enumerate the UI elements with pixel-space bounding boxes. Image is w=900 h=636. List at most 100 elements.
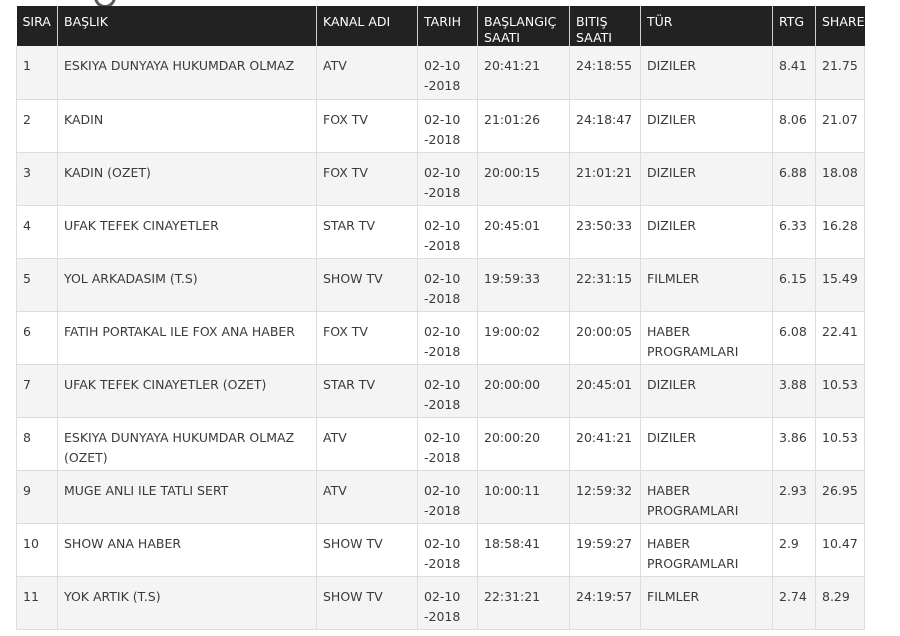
date-text: 02-10-2018	[424, 58, 461, 93]
cell-sira: 7	[16, 364, 58, 418]
table-row: 1 ESKIYA DUNYAYA HUKUMDAR OLMAZ ATV 02-10-2…	[16, 46, 865, 100]
cell-tur: DIZILER	[640, 46, 773, 100]
date-text: 02-10-2018	[424, 588, 461, 624]
cell-tur: DIZILER	[640, 205, 773, 259]
cell-tarih: 02-10-2018	[417, 470, 478, 524]
cell-tarih: 02-10-2018	[417, 364, 478, 418]
cell-share: 15.49	[815, 258, 865, 312]
cell-baslik: KADIN	[57, 99, 317, 153]
cell-sira: 1	[16, 46, 58, 100]
table-row: 11 YOK ARTIK (T.S) SHOW TV 02-10-2018 22:31:…	[16, 576, 865, 630]
cell-baslik: UFAK TEFEK CINAYETLER (OZET)	[57, 364, 317, 418]
table-row: 10 SHOW ANA HABER SHOW TV 02-10-2018 18:58:4…	[16, 523, 865, 577]
cell-kanal: STAR TV	[316, 205, 418, 259]
cell-baslangic: 10:00:11	[477, 470, 570, 524]
cell-tarih: 02-10-2018	[417, 417, 478, 471]
cell-bitis: 24:19:57	[569, 576, 641, 630]
cell-kanal: SHOW TV	[316, 523, 418, 577]
cell-rtg: 2.93	[772, 470, 816, 524]
cell-tur: DIZILER	[640, 364, 773, 418]
cell-baslik: ESKIYA DUNYAYA HUKUMDAR OLMAZ	[57, 46, 317, 100]
date-text: 02-10-2018	[424, 376, 461, 412]
header-rtg[interactable]: RTG	[772, 6, 816, 46]
cell-rtg: 3.86	[772, 417, 816, 471]
table-row: 7 UFAK TEFEK CINAYETLER (OZET) STAR TV 02-1…	[16, 364, 865, 418]
cell-sira: 11	[16, 576, 58, 630]
cell-baslangic: 20:00:15	[477, 152, 570, 206]
cell-baslangic: 21:01:26	[477, 99, 570, 153]
cell-bitis: 20:00:05	[569, 311, 641, 365]
cell-share: 16.28	[815, 205, 865, 259]
table-row: 2 KADIN FOX TV 02-10-2018 21:01:26 24:18:47 DI…	[16, 99, 865, 153]
cell-kanal: FOX TV	[316, 152, 418, 206]
cell-sira: 6	[16, 311, 58, 365]
cell-sira: 5	[16, 258, 58, 312]
date-text: 02-10-2018	[424, 323, 461, 359]
cell-tur: HABER PROGRAMLARI	[640, 311, 773, 365]
cell-sira: 8	[16, 417, 58, 471]
cell-baslik: ESKIYA DUNYAYA HUKUMDAR OLMAZ (OZET)	[57, 417, 317, 471]
cell-baslik: YOL ARKADASIM (T.S)	[57, 258, 317, 312]
cell-tur: DIZILER	[640, 152, 773, 206]
table-row: 3 KADIN (OZET) FOX TV 02-10-2018 20:00:15 21:…	[16, 152, 865, 206]
cell-tur: HABER PROGRAMLARI	[640, 470, 773, 524]
date-text: 02-10-2018	[424, 164, 461, 200]
cell-bitis: 12:59:32	[569, 470, 641, 524]
cell-baslik: SHOW ANA HABER	[57, 523, 317, 577]
cell-bitis: 20:45:01	[569, 364, 641, 418]
cell-tur: HABER PROGRAMLARI	[640, 523, 773, 577]
cell-bitis: 20:41:21	[569, 417, 641, 471]
cell-kanal: FOX TV	[316, 99, 418, 153]
header-share[interactable]: SHARE	[815, 6, 865, 46]
cell-baslik: UFAK TEFEK CINAYETLER	[57, 205, 317, 259]
cell-baslangic: 19:00:02	[477, 311, 570, 365]
cell-baslangic: 20:41:21	[477, 46, 570, 100]
cell-kanal: SHOW TV	[316, 258, 418, 312]
cell-rtg: 3.88	[772, 364, 816, 418]
cell-baslangic: 18:58:41	[477, 523, 570, 577]
cell-baslangic: 20:00:20	[477, 417, 570, 471]
cell-sira: 4	[16, 205, 58, 259]
cell-sira: 3	[16, 152, 58, 206]
cell-kanal: ATV	[316, 417, 418, 471]
table-row: 6 FATIH PORTAKAL ILE FOX ANA HABER FOX TV 0…	[16, 311, 865, 365]
cell-baslangic: 19:59:33	[477, 258, 570, 312]
header-baslangic[interactable]: BAŞLANGIÇ SAATI	[477, 6, 570, 46]
cell-tarih: 02-10-2018	[417, 311, 478, 365]
cell-bitis: 23:50:33	[569, 205, 641, 259]
cell-rtg: 6.08	[772, 311, 816, 365]
table-row: 9 MUGE ANLI ILE TATLI SERT ATV 02-10-2018 10…	[16, 470, 865, 524]
cell-sira: 2	[16, 99, 58, 153]
header-tarih[interactable]: TARIH	[417, 6, 478, 46]
cell-share: 21.75	[815, 46, 865, 100]
cell-kanal: FOX TV	[316, 311, 418, 365]
header-baslik[interactable]: BAŞLIK	[57, 6, 317, 46]
cell-bitis: 19:59:27	[569, 523, 641, 577]
table-body: 1 ESKIYA DUNYAYA HUKUMDAR OLMAZ ATV 02-10-2…	[16, 46, 865, 630]
date-text: 02-10-2018	[424, 535, 461, 571]
cell-bitis: 24:18:47	[569, 99, 641, 153]
date-text: 02-10-2018	[424, 429, 461, 465]
header-kanal[interactable]: KANAL ADI	[316, 6, 418, 46]
cell-baslangic: 22:31:21	[477, 576, 570, 630]
header-tur[interactable]: TÜR	[640, 6, 773, 46]
cell-share: 10.53	[815, 417, 865, 471]
cell-tur: FILMLER	[640, 576, 773, 630]
date-text: 02-10-2018	[424, 217, 461, 253]
cell-baslik: MUGE ANLI ILE TATLI SERT	[57, 470, 317, 524]
cell-rtg: 8.41	[772, 46, 816, 100]
cell-baslik: FATIH PORTAKAL ILE FOX ANA HABER	[57, 311, 317, 365]
cell-tarih: 02-10-2018	[417, 576, 478, 630]
cell-tur: DIZILER	[640, 99, 773, 153]
cell-kanal: ATV	[316, 470, 418, 524]
table-row: 4 UFAK TEFEK CINAYETLER STAR TV 02-10-2018 2…	[16, 205, 865, 259]
cell-tarih: 02-10-2018	[417, 205, 478, 259]
cell-kanal: STAR TV	[316, 364, 418, 418]
header-sira[interactable]: SIRA	[16, 6, 58, 46]
header-bitis[interactable]: BITIŞ SAATI	[569, 6, 641, 46]
cell-share: 18.08	[815, 152, 865, 206]
cell-rtg: 2.74	[772, 576, 816, 630]
table-row: 8 ESKIYA DUNYAYA HUKUMDAR OLMAZ (OZET) ATV…	[16, 417, 865, 471]
cell-rtg: 8.06	[772, 99, 816, 153]
cell-rtg: 6.88	[772, 152, 816, 206]
